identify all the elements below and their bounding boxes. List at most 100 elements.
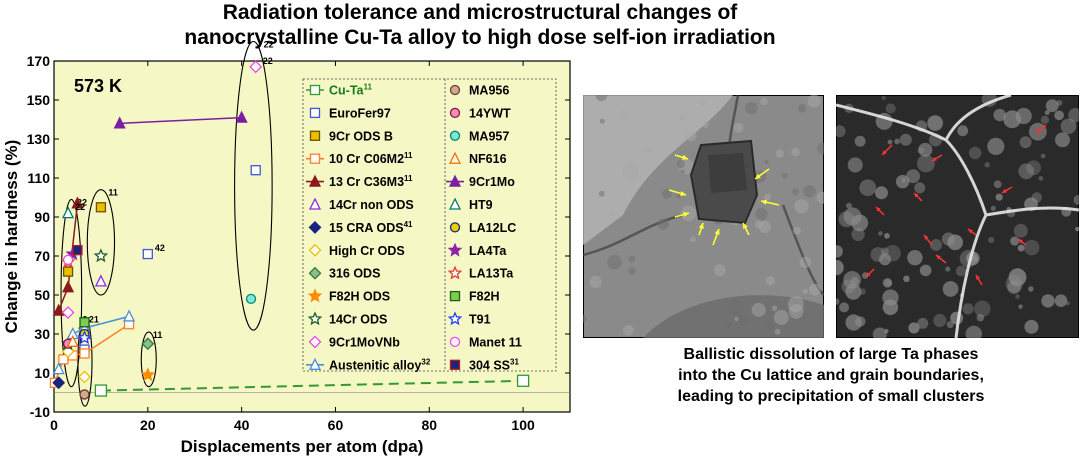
- yellow-arrow-head: [761, 199, 767, 205]
- precipitate-cluster: [764, 159, 769, 164]
- precipitate-cluster: [839, 302, 850, 313]
- data-point: [62, 266, 74, 277]
- data-point: [62, 280, 75, 293]
- legend-label: 13 Cr C36M311: [329, 174, 413, 189]
- precipitate-cluster: [1040, 115, 1050, 124]
- y-tick-label: 170: [27, 53, 51, 69]
- title-line-1: Radiation tolerance and microstructural …: [222, 1, 738, 24]
- precipitate-cluster: [803, 185, 816, 198]
- precipitate-cluster: [845, 202, 853, 209]
- precipitate-cluster: [1055, 132, 1070, 148]
- precipitate-cluster: [1019, 136, 1032, 149]
- precipitate-cluster: [885, 103, 896, 114]
- precipitate-cluster: [988, 236, 995, 244]
- legend-marker: [308, 266, 322, 280]
- precipitate-cluster: [930, 238, 943, 251]
- red-arrow-head: [968, 229, 973, 234]
- precipitate-cluster: [884, 328, 889, 334]
- legend-label: 14Cr non ODS: [329, 198, 414, 212]
- precipitate-cluster: [794, 199, 809, 214]
- red-arrow-head: [1018, 239, 1023, 244]
- legend-marker: [307, 288, 323, 303]
- precipitate-cluster: [609, 211, 614, 216]
- precipitate-cluster: [1040, 153, 1046, 159]
- precipitate-cluster: [1031, 192, 1043, 203]
- ellipse-reference: 21: [89, 314, 99, 324]
- data-point: [72, 244, 83, 256]
- precipitate-cluster: [595, 95, 608, 102]
- precipitate-cluster: [933, 313, 947, 328]
- group-ellipse: [86, 189, 116, 296]
- legend-label: Manet 11: [469, 335, 522, 349]
- precipitate-cluster: [1068, 108, 1079, 123]
- data-point: [79, 317, 90, 328]
- precipitate-cluster: [1054, 110, 1064, 121]
- data-point: [95, 202, 107, 213]
- precipitate-cluster: [622, 162, 639, 179]
- precipitate-cluster: [725, 321, 732, 328]
- precipitate-cluster: [976, 313, 985, 322]
- precipitate-cluster: [713, 264, 726, 277]
- y-tick-label: 50: [34, 287, 50, 303]
- precipitate-cluster: [914, 182, 926, 194]
- precipitate-cluster: [781, 172, 788, 179]
- precipitate-cluster: [807, 95, 821, 108]
- legend-marker: [449, 359, 461, 370]
- data-point: [62, 254, 74, 266]
- precipitate-cluster: [990, 205, 996, 211]
- data-point: [249, 60, 263, 74]
- legend-marker: [308, 243, 322, 257]
- legend-label: T91: [469, 313, 491, 327]
- data-point: [235, 110, 248, 123]
- series-line: [119, 116, 242, 125]
- precipitate-cluster: [745, 101, 758, 115]
- data-point: [78, 370, 91, 384]
- precipitate-cluster: [895, 174, 910, 189]
- precipitate-cluster: [1041, 294, 1055, 308]
- legend-marker: [309, 153, 321, 164]
- red-arrow-head: [924, 235, 929, 240]
- legend-label: 9Cr1Mo: [469, 175, 515, 189]
- precipitate-cluster: [882, 299, 899, 315]
- hardness-chart: -10 10 30 50 70 90 110 130 150 170 0 20 40 60 80 100 Dis…: [2, 40, 571, 456]
- precipitate-cluster: [836, 259, 844, 276]
- caption-line-1: Ballistic dissolution of large Ta phases: [683, 346, 979, 363]
- data-point: [141, 337, 155, 351]
- legend-marker: [449, 130, 461, 141]
- legend-label: 304 SS31: [469, 357, 519, 372]
- precipitate-cluster: [791, 147, 800, 157]
- legend-label: HT9: [469, 198, 493, 212]
- y-tick-label: 130: [27, 131, 51, 147]
- precipitate-cluster: [845, 283, 862, 300]
- precipitate-cluster: [774, 328, 781, 335]
- precipitate-cluster: [903, 275, 910, 283]
- precipitate-cluster: [838, 211, 855, 228]
- precipitate-cluster: [808, 283, 821, 296]
- legend-label: Cu-Ta11: [329, 83, 373, 98]
- group-ellipse: [77, 315, 93, 407]
- precipitate-cluster: [684, 129, 697, 142]
- precipitate-cluster: [946, 321, 954, 329]
- temperature-label: 573 K: [74, 76, 122, 96]
- precipitate-cluster: [1045, 99, 1059, 113]
- legend-box: [302, 78, 557, 372]
- precipitate-cluster: [945, 266, 951, 272]
- legend-label: 14YWT: [469, 106, 511, 120]
- legend-marker: [309, 84, 321, 96]
- precipitate-cluster: [1026, 160, 1041, 176]
- precipitate-cluster: [836, 125, 846, 138]
- tem-image-right: [836, 95, 1079, 338]
- precipitate-cluster: [847, 157, 863, 173]
- legend-marker: [308, 197, 322, 210]
- precipitate-cluster: [918, 142, 933, 157]
- precipitate-cluster: [1018, 163, 1035, 180]
- legend-label: 9Cr1MoVNb: [329, 335, 400, 349]
- precipitate-cluster: [836, 298, 840, 305]
- red-arrow-head: [876, 207, 881, 212]
- data-point: [250, 165, 261, 176]
- precipitate-cluster: [942, 281, 959, 297]
- legend-marker: [448, 151, 462, 164]
- precipitate-cluster: [758, 220, 772, 234]
- point-reference: 42: [155, 243, 165, 253]
- precipitate-cluster: [941, 232, 955, 246]
